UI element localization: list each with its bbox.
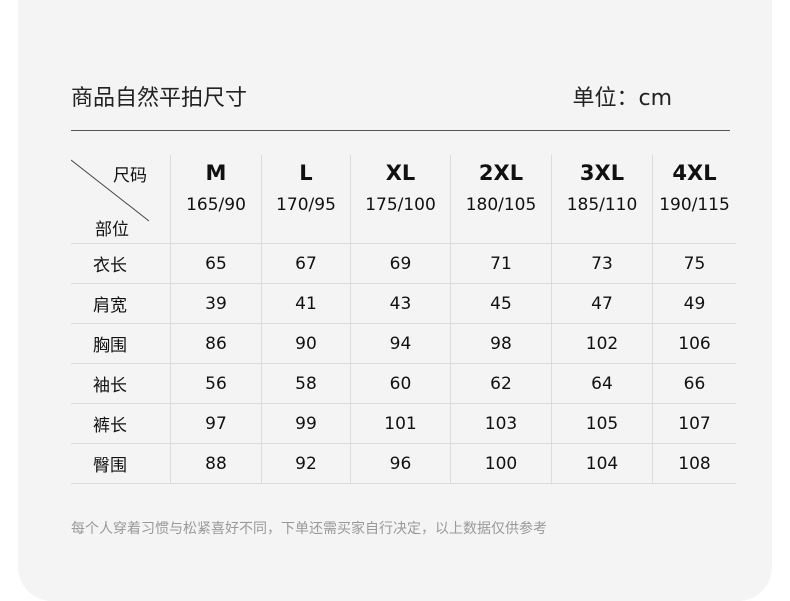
- table-row: 胸围 86 90 94 98 102 106: [71, 323, 736, 364]
- part-axis-label: 部位: [95, 220, 129, 240]
- table-cell: 102: [551, 323, 653, 364]
- row-label: 裤长: [71, 403, 171, 444]
- row-label: 臀围: [71, 443, 171, 484]
- table-cell: 105: [551, 403, 653, 444]
- table-row: 衣长 65 67 69 71 73 75: [71, 243, 736, 284]
- table-cell: 67: [261, 243, 351, 284]
- size-name: XL: [385, 161, 416, 185]
- size-dims: 180/105: [465, 195, 537, 215]
- table-cell: 90: [261, 323, 351, 364]
- row-label: 胸围: [71, 323, 171, 364]
- table-cell: 104: [551, 443, 653, 484]
- table-cell: 64: [551, 363, 653, 404]
- divider: [71, 130, 730, 131]
- size-name: L: [299, 161, 313, 185]
- table-cell: 47: [551, 283, 653, 324]
- size-dims: 175/100: [365, 195, 436, 215]
- disclaimer-note: 每个人穿着习惯与松紧喜好不同，下单还需买家自行决定，以上数据仅供参考: [71, 521, 547, 537]
- table-cell: 98: [450, 323, 552, 364]
- row-label: 袖长: [71, 363, 171, 404]
- table-cell: 60: [350, 363, 451, 404]
- unit-label: 单位：cm: [572, 86, 672, 111]
- table-cell: 39: [170, 283, 262, 324]
- size-dims: 185/110: [566, 195, 638, 215]
- table-cell: 75: [652, 243, 736, 284]
- size-name: 2XL: [478, 161, 524, 185]
- table-row: 袖长 56 58 60 62 64 66: [71, 363, 736, 404]
- table-cell: 62: [450, 363, 552, 404]
- table-cell: 43: [350, 283, 451, 324]
- table-cell: 71: [450, 243, 552, 284]
- table-cell: 100: [450, 443, 552, 484]
- table-cell: 41: [261, 283, 351, 324]
- table-header-row: 尺码部位 M 165/90 L 170/95 XL 175/100 2XL 180/105 3XL…: [71, 155, 736, 244]
- size-header: M 165/90: [170, 155, 262, 244]
- table-cell: 45: [450, 283, 552, 324]
- size-dims: 190/115: [659, 195, 730, 215]
- row-label: 衣长: [71, 243, 171, 284]
- row-label: 肩宽: [71, 283, 171, 324]
- table-cell: 103: [450, 403, 552, 444]
- table-cell: 56: [170, 363, 262, 404]
- diagonal-line: [71, 159, 150, 222]
- size-dims: 165/90: [186, 195, 246, 215]
- size-header: L 170/95: [261, 155, 351, 244]
- table-cell: 65: [170, 243, 262, 284]
- table-row: 裤长 97 99 101 103 105 107: [71, 403, 736, 444]
- size-table: 尺码部位 M 165/90 L 170/95 XL 175/100 2XL 180/105 3XL…: [71, 155, 736, 484]
- size-name: M: [205, 161, 227, 185]
- table-row: 肩宽 39 41 43 45 47 49: [71, 283, 736, 324]
- table-cell: 108: [652, 443, 736, 484]
- table-cell: 58: [261, 363, 351, 404]
- size-axis-label: 尺码: [113, 166, 147, 186]
- table-row: 臀围 88 92 96 100 104 108: [71, 443, 736, 484]
- size-header: 3XL 185/110: [551, 155, 653, 244]
- table-cell: 88: [170, 443, 262, 484]
- table-cell: 96: [350, 443, 451, 484]
- table-cell: 94: [350, 323, 451, 364]
- size-name: 3XL: [579, 161, 625, 185]
- size-header: XL 175/100: [350, 155, 451, 244]
- table-cell: 92: [261, 443, 351, 484]
- table-cell: 99: [261, 403, 351, 444]
- size-name: 4XL: [672, 161, 717, 185]
- size-header: 2XL 180/105: [450, 155, 552, 244]
- table-cell: 106: [652, 323, 736, 364]
- table-cell: 73: [551, 243, 653, 284]
- size-header: 4XL 190/115: [652, 155, 736, 244]
- size-dims: 170/95: [276, 195, 336, 215]
- table-cell: 97: [170, 403, 262, 444]
- table-cell: 86: [170, 323, 262, 364]
- table-cell: 107: [652, 403, 736, 444]
- corner-cell: 尺码部位: [71, 155, 171, 244]
- table-cell: 66: [652, 363, 736, 404]
- page-title: 商品自然平拍尺寸: [71, 86, 248, 111]
- table-cell: 69: [350, 243, 451, 284]
- table-cell: 49: [652, 283, 736, 324]
- table-cell: 101: [350, 403, 451, 444]
